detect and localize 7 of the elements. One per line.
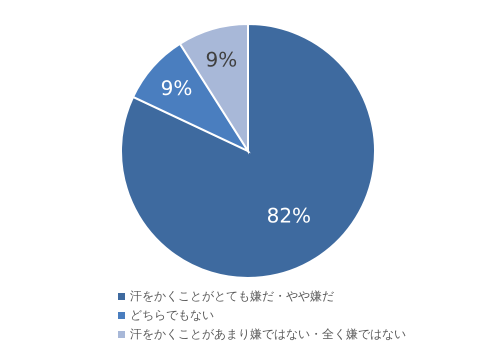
- data-label: 9%: [160, 76, 192, 100]
- legend-label: 汗をかくことがとても嫌だ・やや嫌だ: [130, 288, 334, 305]
- data-label: 82%: [266, 203, 312, 228]
- data-label: 9%: [206, 48, 238, 72]
- legend-label: どちらでもない: [130, 307, 214, 324]
- legend-label: 汗をかくことがあまり嫌ではない・全く嫌ではない: [130, 326, 406, 343]
- pie-slice: [120, 23, 376, 279]
